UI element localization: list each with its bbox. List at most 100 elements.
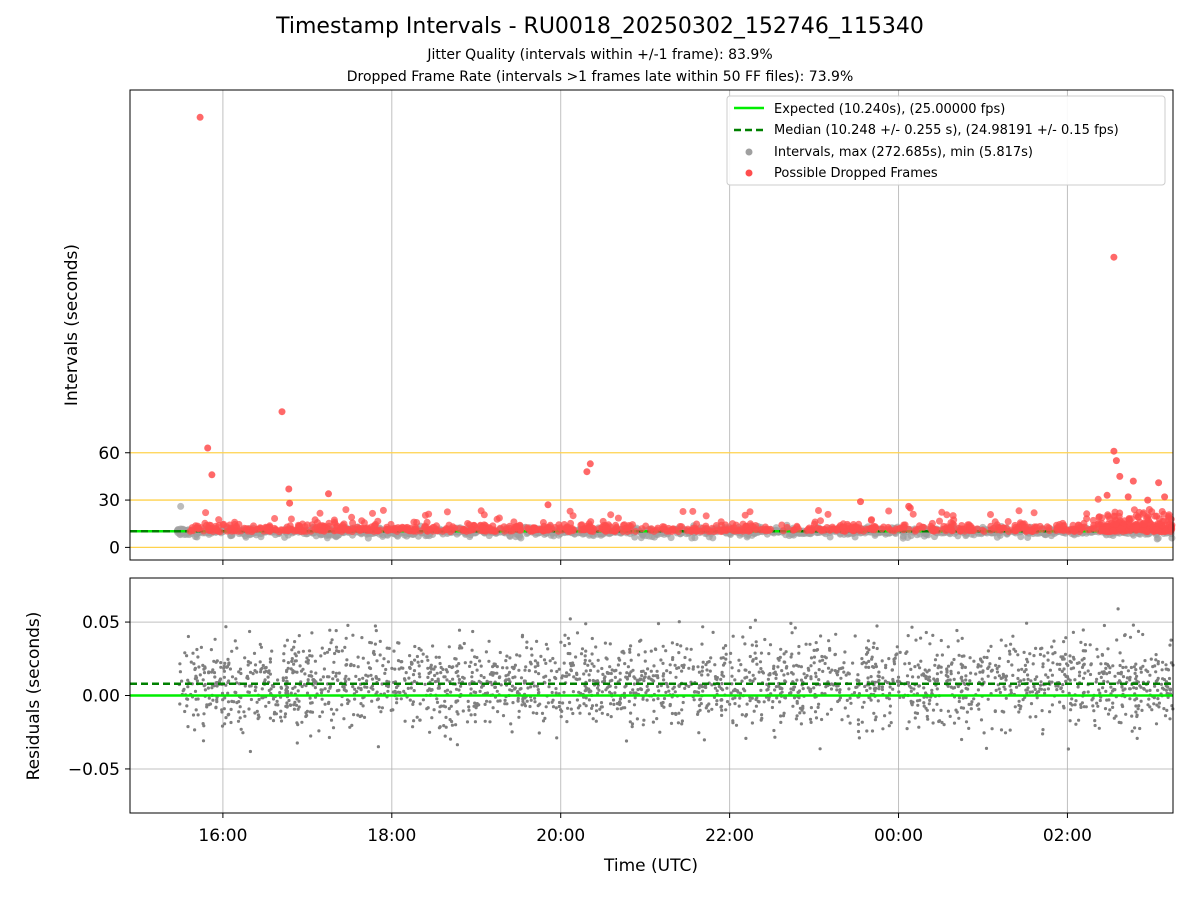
residual-point xyxy=(1080,701,1084,705)
residual-point xyxy=(548,659,552,663)
residual-point xyxy=(804,642,808,646)
residual-point xyxy=(1033,677,1037,682)
residual-point xyxy=(213,675,217,679)
residual-point xyxy=(563,643,567,648)
dropped-frame-point xyxy=(829,525,837,533)
residual-point xyxy=(508,688,512,692)
residual-point xyxy=(674,675,678,679)
residual-point xyxy=(251,672,255,676)
residual-point xyxy=(579,652,584,656)
residual-point xyxy=(922,704,926,708)
residual-point xyxy=(834,632,838,636)
residual-point xyxy=(271,719,276,723)
residual-point xyxy=(186,725,190,729)
residual-point xyxy=(940,653,945,657)
residual-point xyxy=(1134,686,1138,691)
residual-point xyxy=(961,664,965,668)
residual-point xyxy=(1108,708,1112,712)
residual-point xyxy=(259,645,263,649)
residual-point xyxy=(336,678,340,683)
residual-point xyxy=(407,676,411,680)
residual-point xyxy=(457,677,461,682)
residual-point xyxy=(1003,731,1008,735)
residual-point xyxy=(547,678,552,682)
residual-point xyxy=(713,686,718,690)
residual-point xyxy=(781,714,786,718)
dropped-frame-point xyxy=(284,526,292,534)
residual-point xyxy=(870,657,874,661)
residual-point xyxy=(860,720,864,724)
residual-point xyxy=(211,698,215,702)
residual-point xyxy=(540,711,545,716)
residual-point xyxy=(536,704,540,708)
residual-point xyxy=(412,719,416,723)
residual-point xyxy=(513,663,518,667)
residual-point xyxy=(1134,710,1138,714)
residual-point xyxy=(956,671,961,675)
residual-point xyxy=(495,689,499,693)
residual-point xyxy=(1014,685,1019,689)
residual-point xyxy=(745,675,749,679)
residual-point xyxy=(261,663,265,668)
residual-point xyxy=(518,687,522,691)
residual-point xyxy=(561,701,565,705)
residual-point xyxy=(872,711,876,715)
residual-point xyxy=(1043,688,1047,692)
residual-point xyxy=(1052,639,1056,643)
residual-point xyxy=(557,704,561,709)
residual-point xyxy=(327,735,331,740)
residual-point xyxy=(492,671,496,675)
residual-point xyxy=(618,697,623,701)
residual-point xyxy=(1040,646,1044,650)
residual-point xyxy=(1062,706,1066,710)
residual-point xyxy=(697,731,701,735)
residual-point xyxy=(918,666,922,670)
residual-point xyxy=(1143,659,1147,663)
residual-point xyxy=(661,674,665,678)
residual-point xyxy=(439,671,443,675)
residual-point xyxy=(817,668,821,672)
residual-point xyxy=(744,714,748,718)
residual-point xyxy=(715,699,719,703)
residual-point xyxy=(1044,673,1048,677)
residual-point xyxy=(1008,684,1012,688)
residual-point xyxy=(594,709,599,713)
dropped-frame-point xyxy=(810,520,818,528)
residual-point xyxy=(877,670,881,674)
residual-point xyxy=(246,690,250,694)
residual-point xyxy=(824,685,828,689)
residual-point xyxy=(334,674,338,678)
residual-point xyxy=(270,649,274,653)
residual-point xyxy=(1004,678,1008,682)
residual-point xyxy=(1064,679,1068,684)
residual-point xyxy=(818,747,822,751)
residual-point xyxy=(522,681,527,685)
residual-point xyxy=(1109,685,1113,689)
interval-point xyxy=(177,502,185,510)
residual-point xyxy=(1135,714,1139,719)
residual-point xyxy=(896,675,901,679)
residual-point xyxy=(795,701,799,705)
residual-point xyxy=(614,685,618,689)
dropped-frame-point xyxy=(1115,513,1123,520)
residual-point xyxy=(320,688,324,692)
residual-point xyxy=(748,678,752,683)
residual-point xyxy=(846,714,850,718)
residual-point xyxy=(864,665,868,669)
residual-point xyxy=(365,679,369,683)
dropped-frame-point xyxy=(278,526,286,534)
residual-point xyxy=(1080,665,1085,670)
residual-point xyxy=(1102,623,1106,628)
residual-point xyxy=(874,715,878,719)
residual-point xyxy=(516,690,520,694)
residual-point xyxy=(426,689,430,693)
residual-point xyxy=(1046,658,1050,662)
residual-point xyxy=(651,720,656,724)
residual-point xyxy=(310,631,314,635)
residual-point xyxy=(1098,698,1102,703)
residual-point xyxy=(416,660,420,664)
residual-point xyxy=(437,655,441,659)
residual-point xyxy=(1168,643,1172,647)
residual-point xyxy=(789,691,793,695)
residual-point xyxy=(207,703,211,707)
